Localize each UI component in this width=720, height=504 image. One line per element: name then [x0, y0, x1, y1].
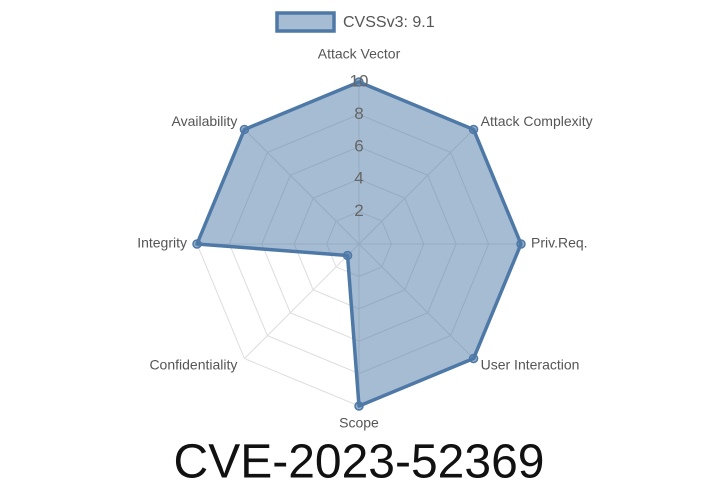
- axis-label: Integrity: [137, 235, 187, 251]
- radar-point: [354, 77, 364, 87]
- chart-title: CVE-2023-52369: [174, 436, 545, 489]
- radar-point: [468, 124, 479, 135]
- axis-label: Priv.Req.: [531, 235, 588, 251]
- radar-point: [239, 124, 250, 135]
- radar-point: [192, 239, 202, 249]
- axis-label: Scope: [339, 415, 379, 431]
- axis-label: Attack Vector: [318, 46, 401, 62]
- legend-label: CVSSv3: 9.1: [343, 14, 435, 31]
- axis-label: User Interaction: [481, 356, 580, 372]
- axis-label: Confidentiality: [149, 356, 237, 372]
- radar-point: [516, 239, 526, 249]
- axis-label: Availability: [171, 113, 237, 129]
- axis-label: Attack Complexity: [481, 113, 593, 129]
- r-tick-label: 4: [354, 169, 363, 188]
- radar-point: [354, 401, 364, 411]
- radar-point: [468, 353, 479, 364]
- legend-swatch: [275, 11, 336, 33]
- r-tick-label: 2: [354, 201, 363, 220]
- grid-spoke: [244, 243, 360, 359]
- r-tick-label: 10: [350, 71, 369, 90]
- radar-point: [342, 250, 353, 261]
- r-tick-label: 6: [354, 136, 363, 155]
- r-tick-label: 8: [354, 104, 363, 123]
